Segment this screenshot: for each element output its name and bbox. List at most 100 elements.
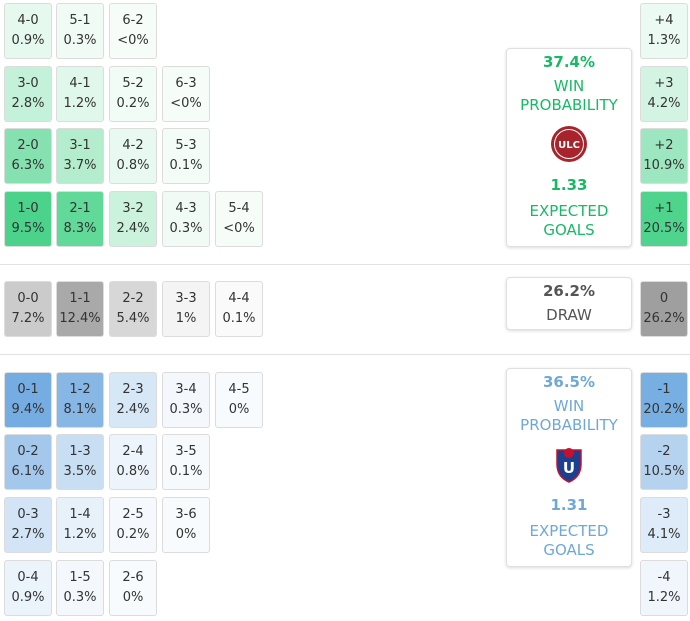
goal-margin-cell-score: -3 bbox=[657, 507, 671, 522]
goal-margin-cell-probability: 10.9% bbox=[643, 158, 685, 173]
away-score-cell: 3-5 0.1% bbox=[162, 434, 210, 490]
home-score-cell-score: 5-1 bbox=[69, 13, 91, 28]
goal-margin-cell-probability: 20.5% bbox=[643, 221, 685, 236]
away-score-cell: 2-6 0% bbox=[109, 560, 157, 616]
home-score-cell-probability: 0.1% bbox=[169, 158, 203, 173]
home-score-cell-score: 3-0 bbox=[17, 76, 39, 91]
goal-margin-cell: 0 26.2% bbox=[640, 281, 688, 337]
away-score-cell-score: 0-3 bbox=[17, 507, 39, 522]
away-score-cell-score: 1-5 bbox=[69, 570, 91, 585]
goal-margin-cell: -2 10.5% bbox=[640, 434, 688, 490]
away-score-cell-score: 2-5 bbox=[122, 507, 144, 522]
home-score-cell-probability: <0% bbox=[223, 221, 255, 236]
home-score-cell-score: 5-4 bbox=[228, 201, 250, 216]
away-win-percentage: 36.5% bbox=[542, 373, 596, 391]
draw-percentage: 26.2% bbox=[542, 282, 596, 300]
goal-margin-cell-score: -4 bbox=[657, 570, 671, 585]
goal-margin-cell: +2 10.9% bbox=[640, 128, 688, 184]
section-divider bbox=[0, 354, 690, 355]
away-score-cell: 2-5 0.2% bbox=[109, 497, 157, 553]
home-score-cell: 3-1 3.7% bbox=[56, 128, 104, 184]
home-score-cell-score: 4-1 bbox=[69, 76, 91, 91]
home-score-cell-score: 3-2 bbox=[122, 201, 144, 216]
away-score-cell-probability: 0.3% bbox=[169, 402, 203, 417]
home-win-percentage: 37.4% bbox=[542, 53, 596, 71]
home-score-cell-score: 5-2 bbox=[122, 76, 144, 91]
away-score-cell: 0-3 2.7% bbox=[4, 497, 52, 553]
away-score-cell-probability: 3.5% bbox=[63, 464, 97, 479]
away-score-cell-probability: 0.2% bbox=[116, 527, 150, 542]
away-score-cell-probability: 1.2% bbox=[63, 527, 97, 542]
goal-margin-cell-score: +4 bbox=[654, 13, 674, 28]
home-score-cell-probability: 6.3% bbox=[11, 158, 45, 173]
goal-margin-cell-score: +2 bbox=[654, 138, 674, 153]
home-score-cell-score: 4-3 bbox=[175, 201, 197, 216]
goal-margin-cell: +4 1.3% bbox=[640, 3, 688, 59]
draw-score-cell: 2-2 5.4% bbox=[109, 281, 157, 337]
draw-score-cell-score: 0-0 bbox=[17, 291, 39, 306]
away-score-cell-probability: 2.4% bbox=[116, 402, 150, 417]
home-win-panel: 37.4% WIN PROBABILITY ULC 1.33 EXPECTED … bbox=[506, 48, 632, 247]
draw-score-cell-score: 4-4 bbox=[228, 291, 250, 306]
home-score-cell-probability: <0% bbox=[117, 33, 149, 48]
draw-score-cell: 0-0 7.2% bbox=[4, 281, 52, 337]
home-score-cell: 2-1 8.3% bbox=[56, 191, 104, 247]
goal-margin-cell-probability: 1.2% bbox=[647, 590, 681, 605]
away-score-cell: 1-4 1.2% bbox=[56, 497, 104, 553]
home-score-cell-score: 2-0 bbox=[17, 138, 39, 153]
home-score-cell-score: 6-2 bbox=[122, 13, 144, 28]
draw-score-cell-probability: 5.4% bbox=[116, 311, 150, 326]
draw-score-cell: 3-3 1% bbox=[162, 281, 210, 337]
away-score-cell: 2-3 2.4% bbox=[109, 372, 157, 428]
home-team-crest-icon: ULC bbox=[549, 124, 589, 168]
home-score-cell-probability: 2.4% bbox=[116, 221, 150, 236]
away-score-cell-score: 1-3 bbox=[69, 444, 91, 459]
away-score-cell: 0-1 9.4% bbox=[4, 372, 52, 428]
away-score-cell: 3-6 0% bbox=[162, 497, 210, 553]
home-score-cell-probability: 0.9% bbox=[11, 33, 45, 48]
home-score-cell: 2-0 6.3% bbox=[4, 128, 52, 184]
goal-margin-cell-probability: 4.2% bbox=[647, 96, 681, 111]
goal-margin-cell-probability: 26.2% bbox=[643, 311, 685, 326]
goal-margin-cell-score: 0 bbox=[659, 291, 669, 306]
away-score-cell-probability: 0.8% bbox=[116, 464, 150, 479]
home-score-cell-probability: 0.3% bbox=[63, 33, 97, 48]
home-score-cell: 5-3 0.1% bbox=[162, 128, 210, 184]
goal-margin-cell: +1 20.5% bbox=[640, 191, 688, 247]
section-divider bbox=[0, 264, 690, 265]
away-score-cell-score: 0-1 bbox=[17, 382, 39, 397]
home-score-cell-probability: 3.7% bbox=[63, 158, 97, 173]
away-score-cell: 3-4 0.3% bbox=[162, 372, 210, 428]
draw-score-cell-probability: 0.1% bbox=[222, 311, 256, 326]
home-score-cell: 6-3 <0% bbox=[162, 66, 210, 122]
away-score-cell: 1-2 8.1% bbox=[56, 372, 104, 428]
away-score-cell-score: 0-4 bbox=[17, 570, 39, 585]
home-score-cell-probability: 8.3% bbox=[63, 221, 97, 236]
draw-score-cell-probability: 1% bbox=[175, 311, 197, 326]
home-score-cell-probability: <0% bbox=[170, 96, 202, 111]
home-score-cell-score: 2-1 bbox=[69, 201, 91, 216]
home-score-cell-score: 3-1 bbox=[69, 138, 91, 153]
home-score-cell: 4-1 1.2% bbox=[56, 66, 104, 122]
home-score-cell: 3-2 2.4% bbox=[109, 191, 157, 247]
away-score-cell-probability: 0% bbox=[228, 402, 250, 417]
away-crest-lettering: U bbox=[563, 459, 575, 477]
away-score-cell-probability: 8.1% bbox=[63, 402, 97, 417]
away-score-cell: 0-4 0.9% bbox=[4, 560, 52, 616]
home-win-label: WIN PROBABILITY bbox=[520, 77, 618, 114]
draw-score-cell: 4-4 0.1% bbox=[215, 281, 263, 337]
away-score-cell-score: 2-3 bbox=[122, 382, 144, 397]
draw-score-cell-probability: 7.2% bbox=[11, 311, 45, 326]
home-score-cell: 5-2 0.2% bbox=[109, 66, 157, 122]
goal-margin-cell: -4 1.2% bbox=[640, 560, 688, 616]
away-score-cell-probability: 9.4% bbox=[11, 402, 45, 417]
goal-margin-cell-probability: 10.5% bbox=[643, 464, 685, 479]
home-score-cell-probability: 1.2% bbox=[63, 96, 97, 111]
goal-margin-cell: +3 4.2% bbox=[640, 66, 688, 122]
home-score-cell: 3-0 2.8% bbox=[4, 66, 52, 122]
away-expected-goals-label: EXPECTED GOALS bbox=[529, 522, 609, 559]
goal-margin-cell-probability: 4.1% bbox=[647, 527, 681, 542]
away-score-cell: 4-5 0% bbox=[215, 372, 263, 428]
home-score-cell-score: 5-3 bbox=[175, 138, 197, 153]
draw-score-cell: 1-1 12.4% bbox=[56, 281, 104, 337]
